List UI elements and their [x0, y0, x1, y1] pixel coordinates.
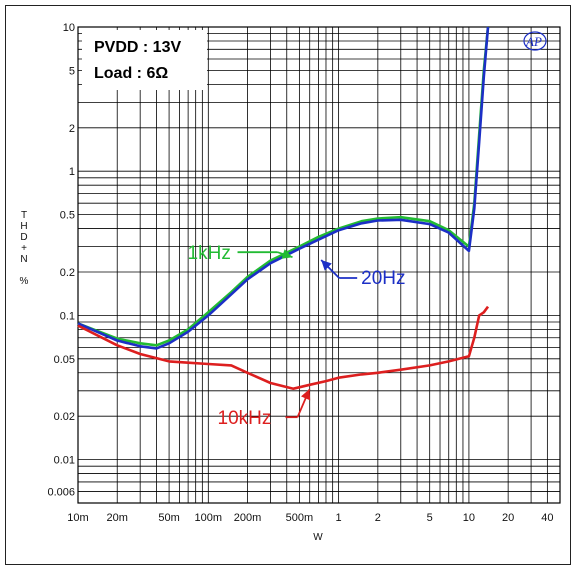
y-tick-label: 1	[69, 166, 75, 178]
y-tick-label: 5	[69, 65, 75, 77]
annotation-20hz-arrow-head	[321, 260, 332, 271]
y-tick-label: 0.1	[60, 310, 75, 322]
y-tick-label: 0.006	[47, 487, 75, 499]
y-tick-label: 0.02	[54, 411, 75, 423]
x-axis-title: W	[313, 532, 323, 543]
conditions-box	[82, 30, 207, 90]
y-axis-title-char: T	[21, 210, 27, 221]
y-axis-title-char: +	[21, 243, 27, 254]
condition-load: Load : 6Ω	[94, 65, 168, 82]
y-tick-label: 0.5	[60, 210, 75, 222]
y-tick-label: 0.01	[54, 455, 75, 467]
annotation-20hz: 20Hz	[361, 268, 405, 289]
logo-text: AP	[525, 34, 542, 49]
series-annotations: 1kHz 20Hz 10kHz	[188, 243, 406, 429]
x-tick-label: 1	[336, 512, 342, 524]
series-lines	[77, 26, 490, 391]
x-tick-labels: 10m 20m 50m 100m 200m 500m 1 2 5 10 20 40	[67, 512, 553, 524]
series-line-20Hz	[77, 26, 490, 350]
y-axis-title-char: %	[20, 276, 29, 287]
condition-supply-voltage: PVDD : 13V	[94, 39, 181, 56]
y-axis-title-char: N	[20, 254, 27, 265]
y-tick-label: 0.05	[54, 354, 75, 366]
x-tick-label: 20	[502, 512, 514, 524]
y-axis-title-char: H	[20, 221, 27, 232]
x-tick-label: 40	[541, 512, 553, 524]
annotation-10khz-arrow-head	[300, 389, 311, 401]
grid-lines	[78, 27, 560, 503]
x-tick-label: 10	[463, 512, 475, 524]
y-tick-label: 10	[63, 22, 75, 34]
y-tick-label: 2	[69, 123, 75, 135]
ap-logo-icon: AP	[523, 31, 547, 51]
y-tick-label: 0.2	[60, 267, 75, 279]
x-tick-label: 200m	[234, 512, 262, 524]
annotation-10khz: 10kHz	[218, 408, 272, 429]
x-tick-label: 2	[375, 512, 381, 524]
x-tick-label: 5	[427, 512, 433, 524]
x-tick-label: 10m	[67, 512, 88, 524]
x-tick-label: 20m	[107, 512, 128, 524]
x-tick-label: 100m	[195, 512, 223, 524]
x-tick-label: 500m	[286, 512, 314, 524]
y-axis-title: THD+N%	[20, 210, 29, 287]
plot-border	[77, 26, 561, 504]
series-line-10kHz	[77, 305, 490, 391]
y-axis-title-char: D	[20, 232, 27, 243]
chart-frame	[5, 5, 571, 565]
y-tick-labels: 10 5 2 1 0.5 0.2 0.1 0.05 0.02 0.01 0.006	[47, 22, 75, 499]
annotation-1khz-arrow-head	[281, 249, 293, 259]
annotation-1khz: 1kHz	[188, 243, 231, 264]
x-tick-label: 50m	[158, 512, 179, 524]
